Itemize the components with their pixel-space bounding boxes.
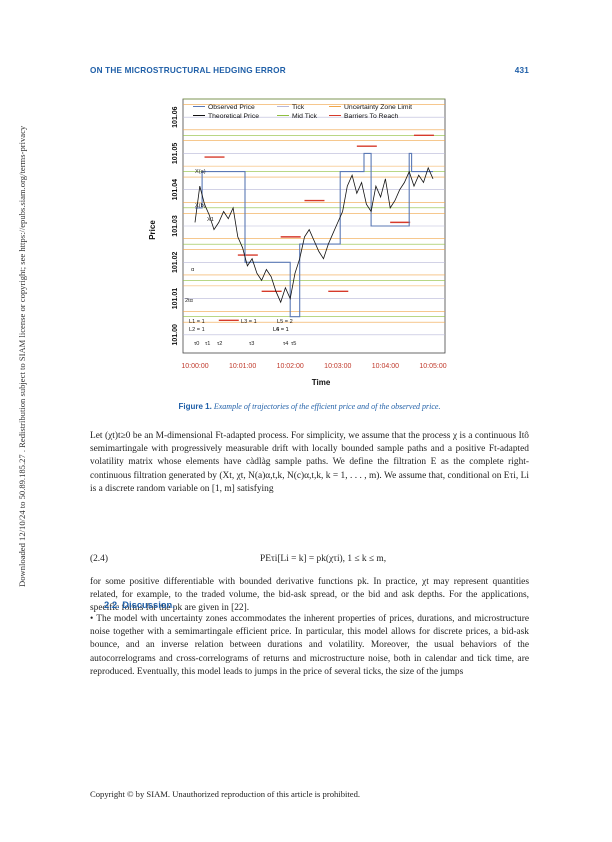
legend-entry: Tick <box>292 104 305 111</box>
y-tick-label: 101.04 <box>172 179 179 201</box>
plot-area: 101.00 101.01 101.02 101.03 101.04 101.05 101.… <box>172 93 447 370</box>
annotation-label: α <box>191 267 195 273</box>
annotation-label: L2 = 1 <box>189 327 205 333</box>
x-tick-label: 10:04:00 <box>372 363 399 370</box>
y-tick-label: 101.03 <box>172 215 179 237</box>
equation-number: (2.4) <box>90 554 108 564</box>
paragraph-2: for some positive differentiable with bo… <box>90 577 529 614</box>
annotation-label: X(a) <box>195 169 206 175</box>
figure-1: Price Time 101.00 101.01 101.02 101.03 101.0… <box>145 93 475 393</box>
series-line <box>195 152 433 318</box>
annotation-label: τ2 <box>217 341 222 347</box>
annotation-label: X(b) <box>195 203 206 209</box>
y-tick-label: 101.06 <box>172 106 179 128</box>
annotation-label: 2tα <box>185 298 194 304</box>
annotation-label: L6 = 1 <box>273 327 289 333</box>
annotation-label: τ1 <box>205 341 210 347</box>
annotation-label: L5 = 2 <box>277 319 293 325</box>
annotation-label: τ3 <box>249 341 254 347</box>
legend-entry: Barriers To Reach <box>344 113 398 120</box>
figure-label: Figure 1. <box>178 402 212 411</box>
annotation-label: L1 = 1 <box>189 319 205 325</box>
series-line <box>194 166 434 304</box>
legend-entry: Observed Price <box>208 104 255 111</box>
x-tick-label: 10:00:00 <box>181 363 208 370</box>
download-notice: Downloaded 12/10/24 to 50.89.185.27 . Re… <box>17 125 27 587</box>
annotation-label: L4 = 1 <box>273 327 289 333</box>
page-number: 431 <box>514 66 529 75</box>
y-tick-label: 101.05 <box>172 143 179 165</box>
equation-body: PEτi[Li = k] = pk(χτi), 1 ≤ k ≤ m, <box>260 554 387 564</box>
annotation-label: τ0 <box>194 341 199 347</box>
x-tick-label: 10:02:00 <box>277 363 304 370</box>
legend-entry: Theoretical Price <box>208 113 259 120</box>
price-trajectory-chart: Price Time 101.00101.01101.02101.03101.0… <box>148 93 447 387</box>
paragraph-3: • The model with uncertainty zones accom… <box>90 614 529 677</box>
figure-caption-text: Example of trajectories of the efficient… <box>213 402 441 411</box>
annotation-label: L3 = 1 <box>241 319 257 325</box>
paragraph-1: Let (χt)t≥0 be an M-dimensional Ft-adapt… <box>90 431 529 494</box>
annotation-label: τ4 <box>283 341 288 347</box>
copyright-footer: Copyright © by SIAM. Unauthorized reprod… <box>90 789 361 799</box>
legend-entry: Mid Tick <box>292 113 318 120</box>
x-axis-label: Time <box>312 378 331 387</box>
annotation-label: X1 <box>207 217 214 223</box>
y-axis-label: Price <box>148 220 157 240</box>
legend-entry: Uncertainty Zone Limit <box>344 104 412 111</box>
y-tick-label: 101.01 <box>172 288 179 310</box>
x-tick-label: 10:03:00 <box>324 363 351 370</box>
figure-caption: Figure 1. Example of trajectories of the… <box>90 402 529 411</box>
annotation-label: τ5 <box>291 341 296 347</box>
running-header: ON THE MICROSTRUCTURAL HEDGING ERROR 431 <box>90 66 529 75</box>
section-heading: 2.2. Discussion. <box>104 599 175 610</box>
x-tick-label: 10:05:00 <box>419 363 446 370</box>
y-tick-label: 101.00 <box>172 324 179 346</box>
y-tick-label: 101.02 <box>172 251 179 273</box>
x-tick-label: 10:01:00 <box>229 363 256 370</box>
running-title: ON THE MICROSTRUCTURAL HEDGING ERROR <box>90 66 286 75</box>
